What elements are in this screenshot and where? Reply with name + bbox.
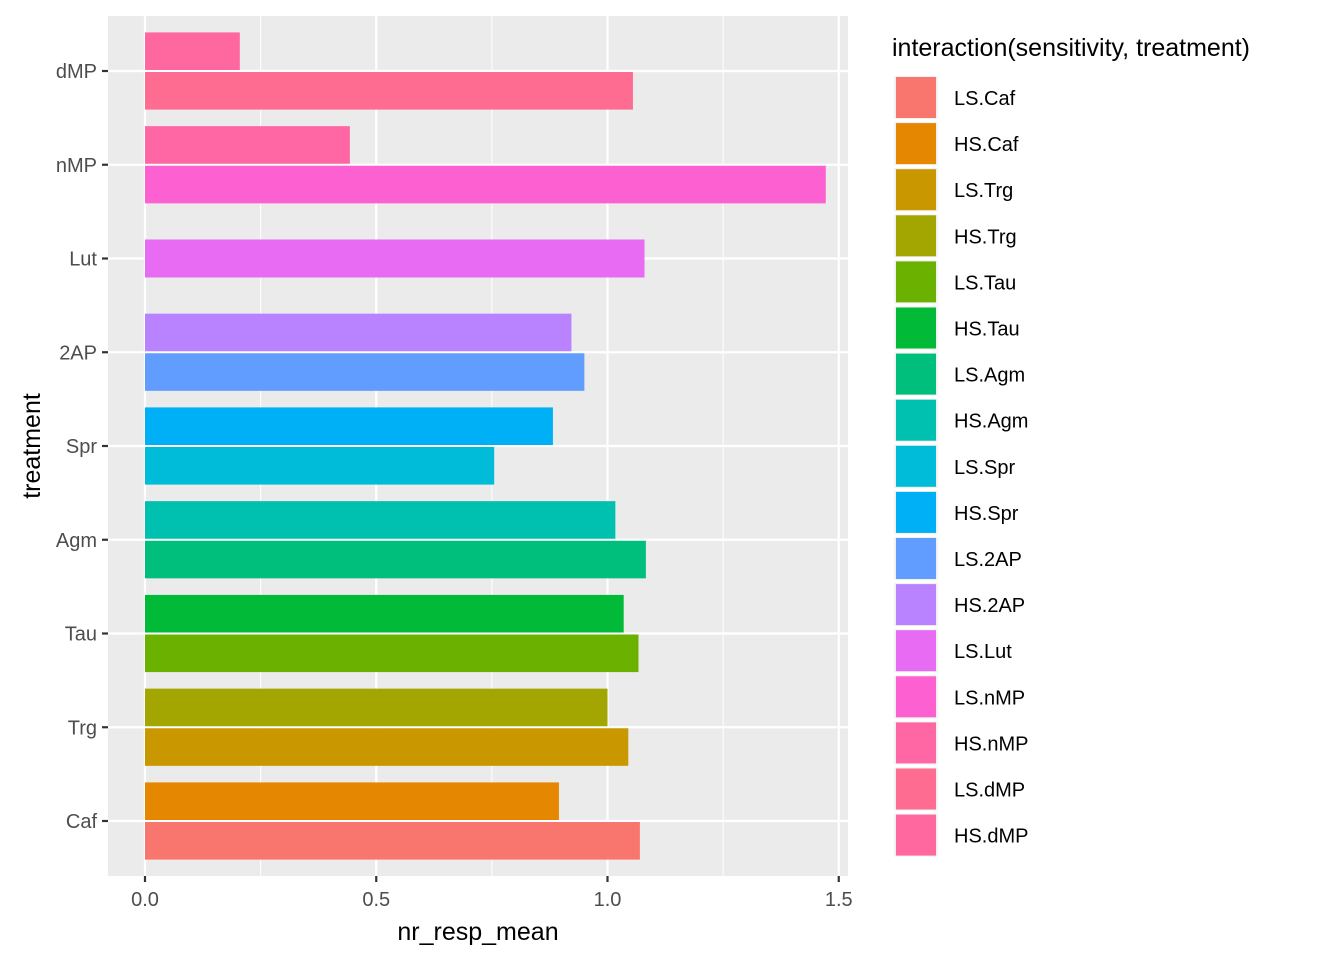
bar-hs-trg: [145, 688, 608, 727]
legend-title: interaction(sensitivity, treatment): [892, 34, 1250, 62]
legend-label: LS.Spr: [954, 457, 1015, 479]
y-tick-label: Tau: [65, 624, 97, 646]
legend-label: LS.2AP: [954, 549, 1022, 571]
bars: [145, 32, 826, 860]
legend-label: HS.dMP: [954, 826, 1028, 848]
y-tick-label: Spr: [66, 436, 97, 458]
x-axis-title: nr_resp_mean: [397, 918, 558, 946]
bar-ls-agm: [145, 540, 646, 579]
legend-key-ls-trg: [896, 169, 936, 211]
legend-label: LS.Caf: [954, 88, 1016, 110]
legend-items: LS.Caf HS.Caf LS.Trg HS.Trg LS.Tau HS.Tau LS.A…: [894, 76, 1028, 857]
x-tick-label: 1.0: [594, 889, 622, 911]
legend-label: HS.nMP: [954, 733, 1028, 755]
y-tick-label: Trg: [68, 717, 97, 739]
legend-label: HS.Trg: [954, 226, 1017, 248]
legend-key-ls-2ap: [896, 538, 936, 579]
x-tick-label: 0.0: [131, 889, 159, 911]
legend-key-hs-caf: [896, 123, 936, 165]
y-tick-label: Caf: [66, 811, 98, 833]
legend-label: HS.Spr: [954, 503, 1019, 525]
legend-key-ls-nmp: [896, 676, 936, 718]
legend-label: LS.Lut: [954, 641, 1012, 663]
legend-key-hs-nmp: [896, 722, 936, 764]
bar-hs-spr: [145, 407, 553, 445]
bar-ls-2ap: [145, 353, 585, 391]
legend-label: LS.Agm: [954, 365, 1025, 387]
legend-key-ls-spr: [896, 445, 936, 487]
legend-key-hs-trg: [896, 215, 936, 257]
bar-ls-spr: [145, 447, 495, 485]
x-tick-label: 0.5: [362, 889, 390, 911]
y-tick-label: dMP: [56, 61, 97, 83]
legend-key-hs-dmp: [896, 814, 936, 856]
legend-label: LS.dMP: [954, 780, 1025, 802]
legend-key-ls-lut: [896, 630, 936, 672]
legend-label: HS.2AP: [954, 595, 1025, 617]
legend-key-ls-tau: [896, 261, 936, 303]
y-tick-label: Lut: [69, 249, 97, 271]
legend-key-hs-spr: [896, 491, 936, 533]
bar-ls-dmp: [145, 72, 633, 110]
legend-key-hs-tau: [896, 307, 936, 349]
bar-hs-caf: [145, 782, 559, 820]
y-tick-label: nMP: [56, 155, 97, 177]
legend-label: HS.Tau: [954, 319, 1020, 341]
legend-key-ls-caf: [896, 77, 936, 118]
legend-key-hs-agm: [896, 399, 936, 441]
bar-hs-agm: [145, 501, 616, 539]
y-tick-label: Agm: [56, 530, 97, 552]
y-axis: dMP nMP Lut 2AP Spr Agm Tau Trg Caf: [56, 61, 108, 833]
y-tick-label: 2AP: [59, 342, 97, 364]
legend-key-ls-agm: [896, 353, 936, 395]
bar-hs-nmp: [145, 126, 350, 164]
bar-ls-trg: [145, 728, 629, 766]
bar-ls-tau: [145, 634, 639, 673]
bar-hs-dmp: [145, 32, 240, 70]
legend: interaction(sensitivity, treatment) LS.C…: [892, 34, 1250, 857]
legend-key-hs-2ap: [896, 584, 936, 626]
bar-ls-caf: [145, 822, 640, 860]
bar-ls-nmp: [145, 165, 826, 204]
bar-hs-tau: [145, 594, 624, 633]
bar-ls-lut: [145, 239, 645, 278]
bar-hs-2ap: [145, 313, 572, 352]
legend-label: LS.Trg: [954, 180, 1013, 202]
legend-key-ls-dmp: [896, 768, 936, 810]
legend-label: LS.nMP: [954, 687, 1025, 709]
legend-label: HS.Caf: [954, 134, 1019, 156]
x-tick-label: 1.5: [825, 889, 853, 911]
legend-label: HS.Agm: [954, 411, 1028, 433]
legend-label: LS.Tau: [954, 272, 1016, 294]
y-axis-title: treatment: [18, 393, 46, 499]
x-axis: 0.0 0.5 1.0 1.5: [131, 876, 853, 911]
